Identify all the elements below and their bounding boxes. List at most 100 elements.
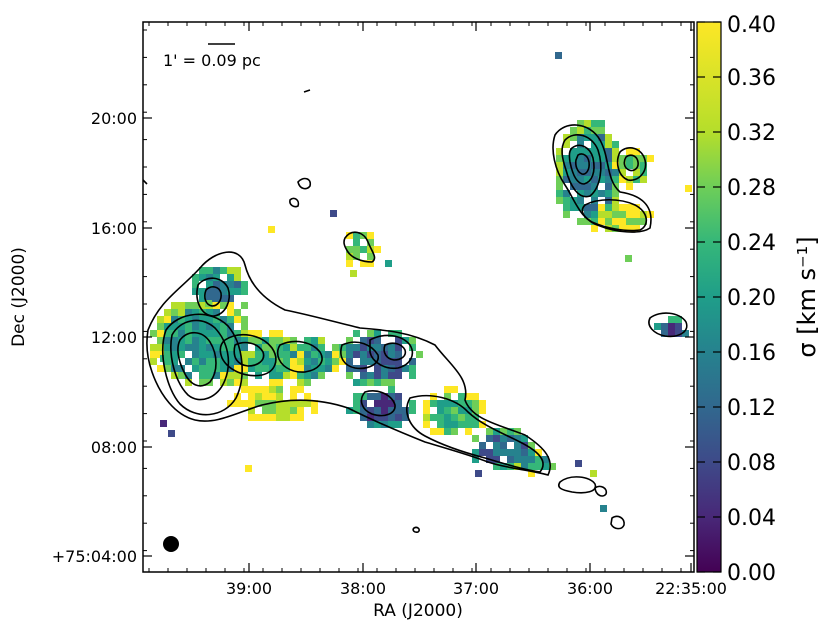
map-pixel [374, 379, 381, 386]
contour-speck-1 [297, 177, 312, 190]
map-pixel [164, 316, 171, 323]
map-pixel [619, 176, 626, 183]
map-pixel [297, 365, 304, 372]
map-pixel [185, 344, 192, 351]
map-pixel [388, 330, 395, 337]
map-pixel [605, 204, 612, 211]
map-pixel [192, 302, 199, 309]
map-pixel [262, 393, 269, 400]
map-pixel [220, 351, 227, 358]
map-pixel [171, 302, 178, 309]
map-pixel [395, 421, 402, 428]
map-pixel [353, 239, 360, 246]
map-pixel [528, 463, 535, 470]
map-pixel [346, 260, 353, 267]
map-pixel [402, 414, 409, 421]
map-pixel [535, 449, 542, 456]
map-pixel [605, 155, 612, 162]
map-pixel [192, 316, 199, 323]
map-pixel [192, 281, 199, 288]
map-pixel [241, 281, 248, 288]
map-pixel [206, 295, 213, 302]
map-pixel [346, 365, 353, 372]
map-pixel [255, 386, 262, 393]
map-pixel [192, 365, 199, 372]
map-pixel [220, 281, 227, 288]
map-pixel [297, 379, 304, 386]
map-pixel [600, 505, 607, 512]
map-pixel [444, 400, 451, 407]
map-pixel [612, 148, 619, 155]
map-pixel [598, 190, 605, 197]
map-pixel [514, 456, 521, 463]
map-pixel [290, 351, 297, 358]
map-pixel [535, 463, 542, 470]
map-pixel [577, 127, 584, 134]
map-pixel [283, 337, 290, 344]
map-pixel [563, 190, 570, 197]
map-pixel [346, 246, 353, 253]
map-pixel [500, 442, 507, 449]
map-pixel [220, 267, 227, 274]
map-pixel [290, 400, 297, 407]
map-pixel [570, 162, 577, 169]
map-pixel [241, 323, 248, 330]
map-pixel [255, 365, 262, 372]
map-pixel [346, 351, 353, 358]
map-pixel [227, 330, 234, 337]
map-pixel [311, 358, 318, 365]
map-pixel [241, 386, 248, 393]
map-pixel [290, 393, 297, 400]
map-pixel [577, 218, 584, 225]
map-pixel [220, 288, 227, 295]
scale-bar-label: 1' = 0.09 pc [163, 51, 261, 70]
map-pixel [353, 232, 360, 239]
map-pixel [619, 169, 626, 176]
map-pixel [605, 169, 612, 176]
x-tick-label: 22:35:00 [655, 579, 727, 598]
map-pixel [388, 351, 395, 358]
map-pixel [255, 414, 262, 421]
map-pixel [612, 218, 619, 225]
map-pixel [388, 379, 395, 386]
map-pixel [451, 414, 458, 421]
map-pixel [626, 162, 633, 169]
map-pixel [227, 316, 234, 323]
map-pixel [381, 372, 388, 379]
map-pixel [612, 141, 619, 148]
map-pixel [318, 344, 325, 351]
contour-speck-3 [303, 89, 311, 93]
x-tick-label: 37:00 [453, 579, 499, 598]
map-pixel [521, 442, 528, 449]
map-pixel [374, 372, 381, 379]
map-pixel [248, 400, 255, 407]
map-pixel [612, 211, 619, 218]
map-pixel [227, 379, 234, 386]
map-pixel [633, 169, 640, 176]
contour-se-3 [594, 485, 608, 497]
map-pixel [199, 267, 206, 274]
map-pixel [388, 358, 395, 365]
map-pixel [556, 183, 563, 190]
map-pixel [563, 204, 570, 211]
map-pixel [598, 155, 605, 162]
map-pixel [241, 358, 248, 365]
map-pixel [213, 274, 220, 281]
map-pixel [157, 323, 164, 330]
map-pixel [262, 337, 269, 344]
map-pixel [353, 407, 360, 414]
map-pixel [192, 288, 199, 295]
contour-central-north [343, 231, 376, 263]
map-pixel [626, 211, 633, 218]
map-pixel [486, 449, 493, 456]
map-pixel [178, 309, 185, 316]
map-pixel [493, 463, 500, 470]
map-pixel [171, 309, 178, 316]
map-pixel [591, 155, 598, 162]
map-pixel [458, 393, 465, 400]
map-pixel [549, 463, 556, 470]
map-pixel [171, 316, 178, 323]
map-pixel [297, 414, 304, 421]
map-pixel [213, 330, 220, 337]
map-pixel [507, 463, 514, 470]
